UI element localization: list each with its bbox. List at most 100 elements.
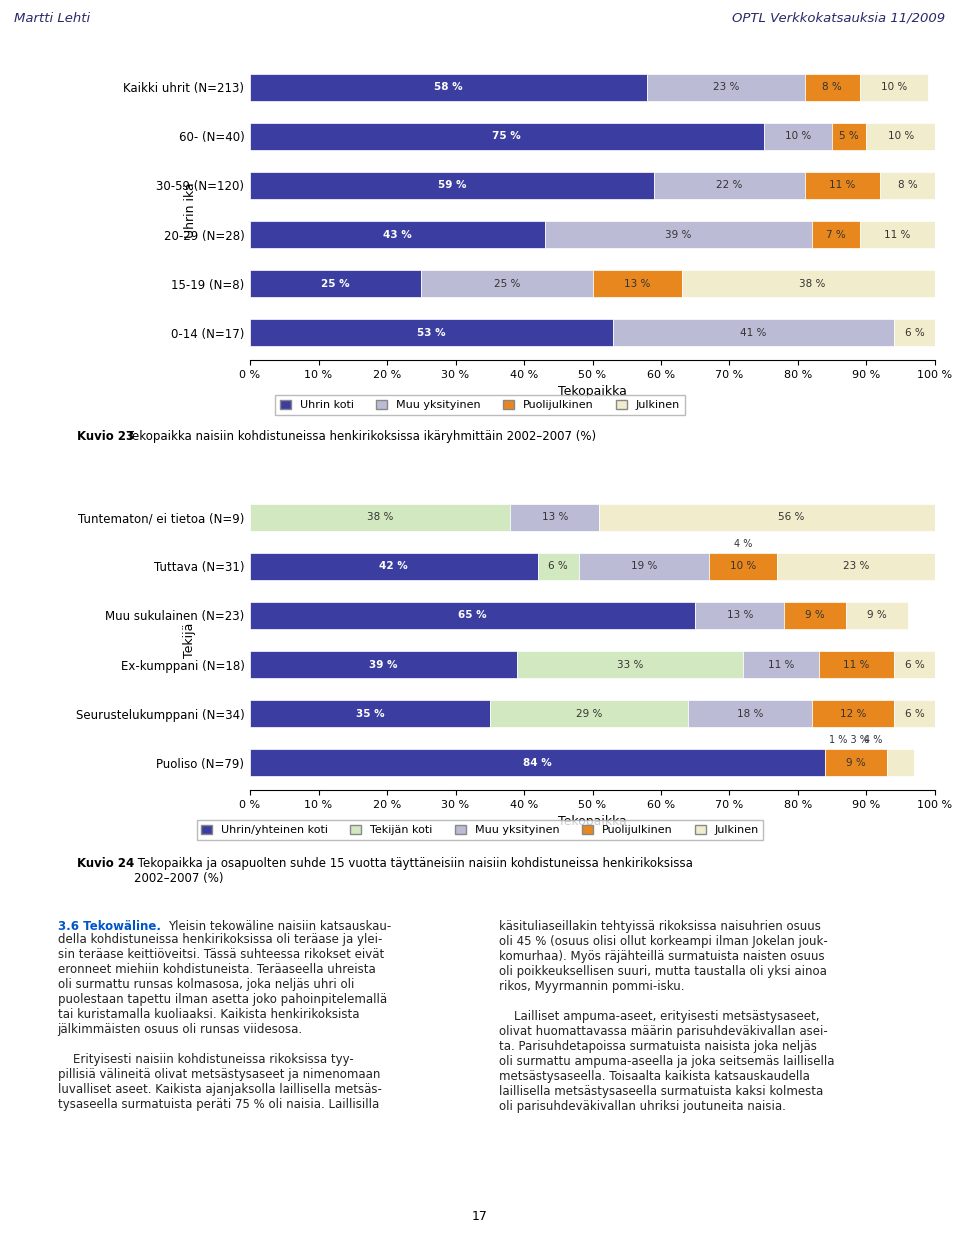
X-axis label: Tekopaikka: Tekopaikka bbox=[558, 815, 627, 829]
Text: 8 %: 8 % bbox=[823, 82, 842, 92]
Text: 9 %: 9 % bbox=[847, 758, 866, 768]
Text: 13 %: 13 % bbox=[727, 611, 753, 621]
X-axis label: Tekopaikka: Tekopaikka bbox=[558, 385, 627, 398]
Text: Kuvio 23: Kuvio 23 bbox=[77, 430, 134, 444]
Bar bbox=[887, 750, 915, 777]
Bar bbox=[784, 602, 846, 629]
Bar bbox=[579, 553, 708, 580]
Bar bbox=[654, 172, 804, 199]
Text: 23 %: 23 % bbox=[713, 82, 739, 92]
Text: 56 %: 56 % bbox=[778, 512, 804, 522]
Text: 4 %: 4 % bbox=[734, 539, 753, 549]
Text: 42 %: 42 % bbox=[379, 561, 408, 571]
Text: 84 %: 84 % bbox=[523, 758, 552, 768]
Text: 29 %: 29 % bbox=[576, 709, 602, 719]
Bar bbox=[894, 320, 935, 347]
Legend: Uhrin koti, Muu yksityinen, Puolijulkinen, Julkinen: Uhrin koti, Muu yksityinen, Puolijulkine… bbox=[276, 395, 684, 415]
Bar bbox=[819, 650, 894, 678]
Text: 5 %: 5 % bbox=[839, 131, 859, 141]
Text: 12 %: 12 % bbox=[840, 709, 866, 719]
Text: 9 %: 9 % bbox=[805, 611, 825, 621]
Text: 6 %: 6 % bbox=[904, 659, 924, 669]
Bar bbox=[695, 602, 784, 629]
Text: 17: 17 bbox=[472, 1211, 488, 1223]
Text: 25 %: 25 % bbox=[322, 279, 350, 289]
Bar bbox=[894, 700, 935, 727]
Text: 13 %: 13 % bbox=[541, 512, 568, 522]
Text: della kohdistuneissa henkirikoksissa oli teräase ja ylei-
sin teräase keittiövei: della kohdistuneissa henkirikoksissa oli… bbox=[58, 933, 387, 1111]
Text: 11 %: 11 % bbox=[843, 659, 870, 669]
Text: 10 %: 10 % bbox=[785, 131, 811, 141]
Bar bbox=[538, 553, 579, 580]
Bar bbox=[250, 221, 544, 248]
Text: 10 %: 10 % bbox=[880, 82, 907, 92]
Text: 18 %: 18 % bbox=[737, 709, 763, 719]
Bar bbox=[859, 221, 935, 248]
Bar bbox=[880, 172, 935, 199]
Bar bbox=[708, 553, 778, 580]
Legend: Uhrin/yhteinen koti, Tekijän koti, Muu yksityinen, Puolijulkinen, Julkinen: Uhrin/yhteinen koti, Tekijän koti, Muu y… bbox=[197, 820, 763, 840]
Text: 75 %: 75 % bbox=[492, 131, 521, 141]
Text: 7 %: 7 % bbox=[826, 229, 846, 239]
Bar bbox=[613, 320, 894, 347]
Text: 38 %: 38 % bbox=[799, 279, 825, 289]
Text: 9 %: 9 % bbox=[867, 611, 887, 621]
Text: 25 %: 25 % bbox=[493, 279, 520, 289]
Text: Tekijä: Tekijä bbox=[183, 622, 197, 658]
Bar bbox=[682, 270, 942, 297]
Bar bbox=[832, 123, 867, 150]
Bar bbox=[804, 73, 859, 100]
Bar bbox=[490, 700, 688, 727]
Bar bbox=[250, 750, 826, 777]
Bar bbox=[859, 73, 928, 100]
Bar bbox=[250, 123, 764, 150]
Text: 38 %: 38 % bbox=[367, 512, 394, 522]
Text: 19 %: 19 % bbox=[631, 561, 657, 571]
Bar bbox=[250, 320, 613, 347]
Text: 6 %: 6 % bbox=[548, 561, 568, 571]
Text: OPTL Verkkokatsauksia 11/2009: OPTL Verkkokatsauksia 11/2009 bbox=[732, 11, 946, 25]
Text: 39 %: 39 % bbox=[370, 659, 397, 669]
Text: 8 %: 8 % bbox=[898, 181, 918, 191]
Bar bbox=[250, 602, 695, 629]
Bar bbox=[544, 221, 812, 248]
Text: 11 %: 11 % bbox=[829, 181, 855, 191]
Bar bbox=[421, 270, 592, 297]
Text: 22 %: 22 % bbox=[716, 181, 743, 191]
Text: 6 %: 6 % bbox=[904, 709, 924, 719]
Bar bbox=[250, 172, 654, 199]
Bar bbox=[517, 650, 743, 678]
Bar bbox=[846, 602, 907, 629]
Bar bbox=[764, 123, 832, 150]
Text: 11 %: 11 % bbox=[884, 229, 910, 239]
Bar bbox=[804, 172, 880, 199]
Bar bbox=[250, 270, 421, 297]
Bar bbox=[812, 700, 894, 727]
Text: 1 % 3 %: 1 % 3 % bbox=[828, 736, 869, 746]
Bar bbox=[250, 503, 511, 530]
Text: 43 %: 43 % bbox=[383, 229, 412, 239]
Bar bbox=[511, 503, 599, 530]
Text: 10 %: 10 % bbox=[730, 561, 756, 571]
Bar bbox=[647, 73, 804, 100]
Bar bbox=[250, 73, 647, 100]
Text: 41 %: 41 % bbox=[740, 328, 767, 338]
Bar bbox=[778, 553, 935, 580]
Text: 33 %: 33 % bbox=[617, 659, 643, 669]
Text: käsituliaseillakin tehtyissä rikoksissa naisuhrien osuus
oli 45 % (osuus olisi o: käsituliaseillakin tehtyissä rikoksissa … bbox=[499, 921, 834, 1113]
Text: 3.6 Tekowäline.: 3.6 Tekowäline. bbox=[58, 921, 160, 933]
Bar bbox=[743, 650, 819, 678]
Bar bbox=[250, 650, 517, 678]
Text: 11 %: 11 % bbox=[768, 659, 794, 669]
Text: Martti Lehti: Martti Lehti bbox=[14, 11, 90, 25]
Bar bbox=[894, 650, 935, 678]
Bar bbox=[592, 270, 682, 297]
Text: Tekopaikka naisiin kohdistuneissa henkirikoksissa ikäryhmittäin 2002–2007 (%): Tekopaikka naisiin kohdistuneissa henkir… bbox=[123, 430, 596, 444]
Text: Yleisin tekowäline naisiin katsauskau-: Yleisin tekowäline naisiin katsauskau- bbox=[168, 921, 392, 933]
Bar bbox=[250, 700, 490, 727]
Bar bbox=[812, 221, 859, 248]
Bar bbox=[599, 503, 960, 530]
Bar bbox=[867, 123, 935, 150]
Text: Uhrin ikä: Uhrin ikä bbox=[183, 182, 197, 238]
Bar bbox=[688, 700, 812, 727]
